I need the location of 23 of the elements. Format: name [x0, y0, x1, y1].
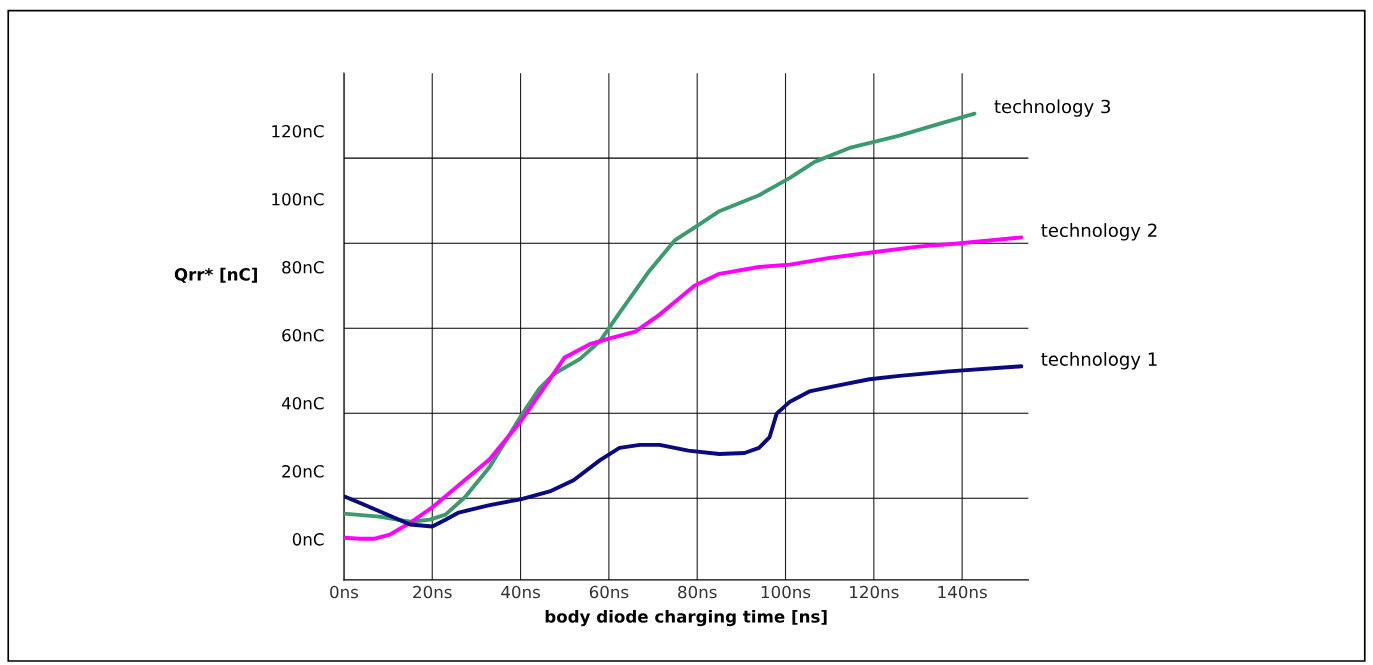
y-tick-label: 0nC	[292, 533, 324, 546]
series-label: technology 2	[1041, 223, 1157, 241]
x-tick-label: 100ns	[761, 585, 811, 599]
x-tick-label: 80ns	[678, 585, 717, 599]
y-tick-label: 80nC	[282, 260, 324, 274]
x-tick-label: 0ns	[330, 585, 359, 599]
y-tick-label: 20nC	[282, 465, 324, 478]
series-label: technology 3	[994, 99, 1110, 117]
x-tick-label: 40ns	[501, 585, 540, 599]
x-axis-title: body diode charging time [ns]	[545, 609, 827, 627]
y-axis-title: Qrr* [nC]	[174, 267, 257, 283]
line-series	[343, 364, 1024, 529]
y-tick-label: 100nC	[272, 192, 324, 206]
x-tick-label: 20ns	[413, 585, 452, 599]
x-tick-label: 120ns	[850, 585, 899, 599]
y-tick-label: 40nC	[281, 397, 324, 410]
y-tick-label: 60nC	[282, 328, 324, 342]
series-label: technology 1	[1041, 352, 1157, 370]
x-tick-label: 140ns	[938, 585, 987, 599]
y-tick-label: 120nC	[272, 124, 324, 138]
line-series	[343, 235, 1024, 541]
line-series	[343, 111, 977, 524]
x-tick-label: 60ns	[589, 585, 629, 599]
